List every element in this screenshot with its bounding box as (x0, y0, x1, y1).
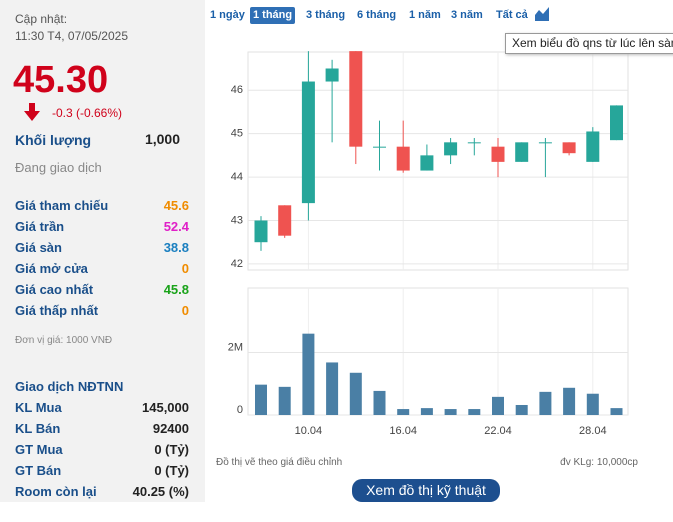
volume-bar (326, 362, 339, 415)
row-value: 40.25 (%) (132, 484, 189, 499)
row-value: 45.6 (163, 198, 189, 213)
y-tick-label: 42 (231, 258, 243, 270)
range-tab[interactable]: 6 tháng (357, 9, 397, 21)
x-tick-label: 10.04 (295, 425, 323, 437)
candle-body (278, 205, 292, 236)
volume-bar (373, 390, 386, 415)
volume-bar (515, 404, 528, 415)
row-value: 0 (181, 261, 189, 276)
row-label: KL Mua (15, 400, 62, 415)
y-tick-label: 44 (231, 171, 243, 183)
down-arrow-icon (24, 103, 40, 121)
y-tick-label: 45 (231, 128, 243, 140)
update-label: Cập nhật: (15, 12, 68, 26)
technical-chart-button[interactable]: Xem đồ thị kỹ thuật (352, 479, 500, 502)
status: Đang giao dịch (15, 160, 102, 175)
x-tick-label: 28.04 (579, 425, 607, 437)
row-value: 38.8 (163, 240, 189, 255)
volume-bar (539, 391, 552, 415)
candle-body (444, 142, 458, 156)
candle-body (373, 146, 386, 148)
quote-panel: Cập nhật: 11:30 T4, 07/05/2025 45.30 -0.… (0, 0, 205, 502)
y-tick-label: 43 (231, 214, 243, 226)
candle-body (396, 146, 410, 171)
candle-body (538, 142, 552, 144)
volume: 1,000 (144, 131, 180, 147)
update-time: 11:30 T4, 07/05/2025 (15, 29, 128, 43)
row-value: 145,000 (142, 400, 189, 415)
range-tab[interactable]: 1 tháng (250, 7, 296, 24)
row-label: GT Mua (15, 442, 63, 457)
row-label: Giá thấp nhất (15, 303, 99, 318)
range-tab[interactable]: 3 năm (451, 9, 483, 21)
adjusted-note: Đồ thị vẽ theo giá điều chỉnh (216, 457, 343, 468)
plot-frame (247, 51, 629, 271)
range-tab[interactable]: 1 năm (409, 9, 441, 21)
row-label: Giá tham chiếu (15, 198, 109, 213)
candle-body (515, 142, 529, 162)
volume-bar (255, 384, 267, 415)
candle-body (254, 220, 268, 243)
volume-bar (492, 396, 504, 415)
row-value: 45.8 (163, 282, 189, 297)
volume-bar (610, 408, 623, 415)
volume-bar (278, 386, 291, 415)
candle-body (491, 146, 505, 162)
volume-unit-note: đv KLg: 10,000cp (560, 457, 638, 468)
unit-note: Đơn vị giá: 1000 VNĐ (15, 335, 113, 346)
volume-bar (444, 409, 457, 415)
volume-label: Khối lượng (15, 132, 92, 148)
range-tab[interactable]: Tất cả (496, 9, 528, 21)
chart-icon[interactable] (534, 6, 550, 22)
volume-bar (468, 409, 481, 415)
row-label: Giá sàn (15, 240, 62, 255)
price: 45.30 (13, 59, 109, 101)
candle-body (562, 142, 576, 154)
foreign-title: Giao dịch NĐTNN (15, 379, 124, 394)
volume-bar (586, 393, 599, 415)
range-tab[interactable]: 3 tháng (306, 9, 346, 21)
row-label: Giá trần (15, 219, 65, 234)
row-label: KL Bán (15, 421, 61, 436)
y-tick-label: 2M (228, 341, 243, 353)
candle-body (301, 81, 315, 204)
row-value: 52.4 (163, 219, 189, 234)
row-value: 92400 (152, 421, 189, 436)
candle-body (610, 105, 623, 141)
price-change: -0.3 (-0.66%) (52, 106, 123, 120)
candle-body (325, 68, 339, 82)
tooltip: Xem biểu đồ qns từ lúc lên sàn (505, 33, 673, 54)
candle-body (420, 155, 434, 171)
row-value: 0 (Tỷ) (154, 442, 189, 457)
candle-body (467, 142, 481, 144)
range-tab[interactable]: 1 ngày (210, 9, 245, 21)
volume-bar (563, 387, 576, 415)
x-tick-label: 16.04 (389, 425, 417, 437)
volume-bar (420, 408, 433, 415)
y-tick-label: 0 (237, 404, 243, 416)
candle-body (349, 51, 363, 147)
row-label: Giá mở cửa (15, 261, 88, 276)
volume-bar (349, 372, 362, 415)
candle-body (586, 131, 600, 162)
row-value: 0 (181, 303, 189, 318)
x-tick-label: 22.04 (484, 425, 512, 437)
volume-bar (302, 333, 315, 415)
row-label: Giá cao nhất (15, 282, 94, 297)
row-label: Room còn lại (15, 484, 97, 499)
volume-bar (397, 409, 410, 415)
row-value: 0 (Tỷ) (154, 463, 189, 478)
y-tick-label: 46 (231, 84, 243, 96)
row-label: GT Bán (15, 463, 62, 478)
